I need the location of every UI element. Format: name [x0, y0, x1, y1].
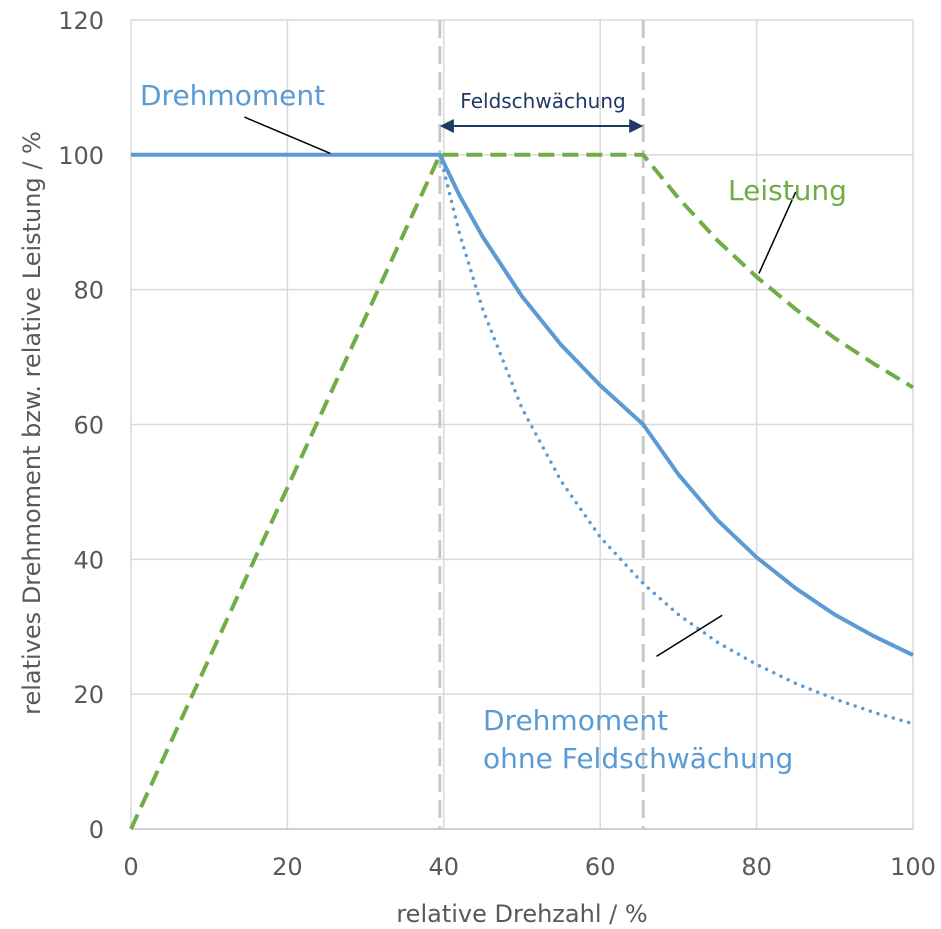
series-torque-no-fw	[438, 153, 915, 726]
leader-line-1	[244, 116, 331, 155]
annotation-leistung: Leistung	[728, 174, 847, 207]
annotation-drehmoment: Drehmoment	[140, 79, 325, 112]
x-tick-label: 60	[585, 853, 616, 881]
arrow-head-right	[629, 119, 644, 133]
field-weakening-arrow	[439, 119, 644, 133]
tick-labels: 0 20 40 60 80 100 0 20 40 60 80 100 120	[58, 7, 936, 881]
x-tick-label: 40	[429, 853, 460, 881]
y-tick-label: 20	[73, 681, 104, 709]
leader-line-3	[656, 614, 723, 658]
x-tick-label: 20	[272, 853, 303, 881]
y-tick-label: 120	[58, 7, 104, 35]
x-axis-title: relative Drehzahl / %	[396, 900, 647, 928]
y-tick-label: 80	[73, 277, 104, 305]
annotation-feldschwaechung: Feldschwächung	[460, 89, 625, 113]
annotation-drehmoment-ohne-line1: Drehmoment	[483, 704, 668, 737]
leader-line-2	[758, 191, 797, 274]
y-axis-title: relatives Drehmoment bzw. relative Leist…	[18, 131, 46, 715]
annotation-drehmoment-ohne-line2: ohne Feldschwächung	[483, 742, 793, 775]
series-torque	[131, 152, 914, 657]
arrow-head-left	[439, 119, 454, 133]
y-tick-label: 100	[58, 142, 104, 170]
y-tick-label: 40	[73, 546, 104, 574]
x-tick-label: 100	[890, 853, 936, 881]
series-power	[129, 152, 915, 830]
leader-lines	[244, 116, 797, 658]
x-tick-label: 0	[123, 853, 138, 881]
series-group	[129, 152, 915, 830]
y-tick-label: 0	[89, 816, 104, 844]
y-tick-label: 60	[73, 412, 104, 440]
x-tick-label: 80	[741, 853, 772, 881]
